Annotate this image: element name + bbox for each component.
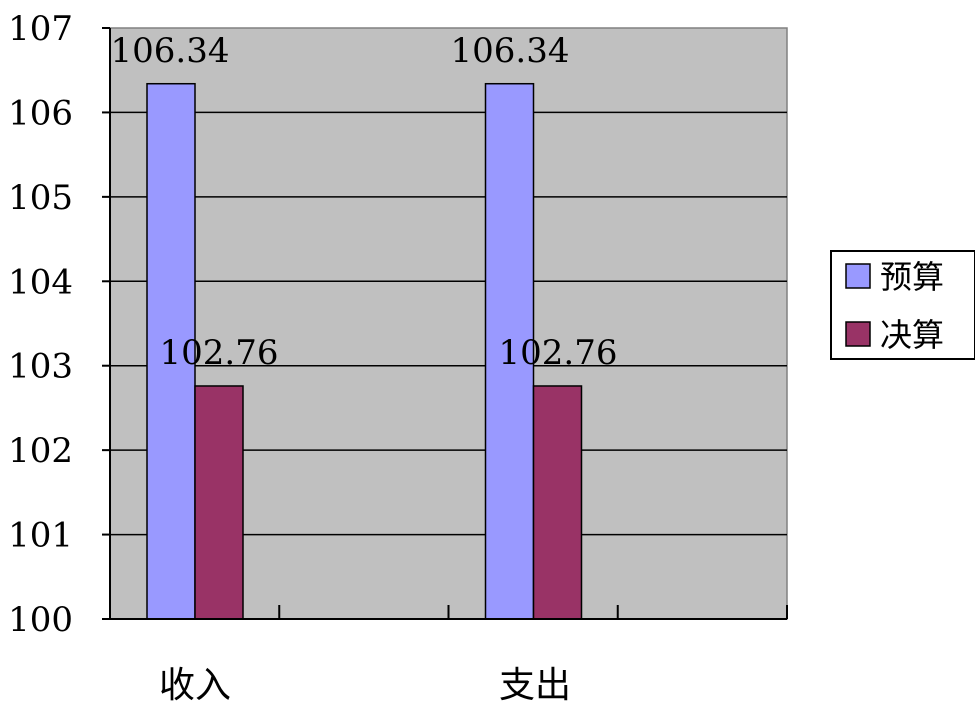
y-tick-label-1: 101	[8, 516, 73, 556]
y-tick-label-7: 107	[8, 9, 73, 49]
bar-final-0	[194, 385, 244, 620]
legend-label-budget: 预算	[880, 258, 944, 296]
data-labels: 106.34 106.34 102.76 102.76	[111, 31, 618, 373]
category-label-0: 收入	[159, 665, 231, 702]
y-tick-label-0: 100	[8, 600, 73, 640]
y-tick-label-5: 105	[8, 178, 73, 218]
y-tick-label-3: 103	[8, 347, 73, 387]
data-label-series0-cat1: 106.34	[451, 31, 570, 71]
category-labels: 收入 支出	[159, 665, 571, 702]
legend-swatch-final	[845, 321, 871, 347]
bar-final-1	[532, 385, 583, 620]
data-label-series1-cat0: 102.76	[160, 333, 279, 373]
y-tick-labels: 100 101 102 103 104 105 106 107	[8, 9, 110, 640]
y-tick-label-2: 102	[8, 431, 73, 471]
bar-budget-0	[146, 82, 196, 620]
legend: 预算 决算	[830, 250, 975, 360]
bars	[146, 82, 583, 620]
data-label-series1-cat1: 102.76	[499, 333, 618, 373]
legend-swatch-budget	[845, 263, 871, 289]
y-tick-label-4: 104	[8, 262, 73, 302]
legend-label-final: 决算	[880, 316, 944, 354]
category-label-1: 支出	[499, 665, 571, 702]
bar-budget-1	[484, 82, 535, 620]
data-label-series0-cat0: 106.34	[111, 31, 230, 71]
x-tick-marks	[109, 605, 788, 619]
y-tick-label-6: 106	[8, 93, 73, 133]
